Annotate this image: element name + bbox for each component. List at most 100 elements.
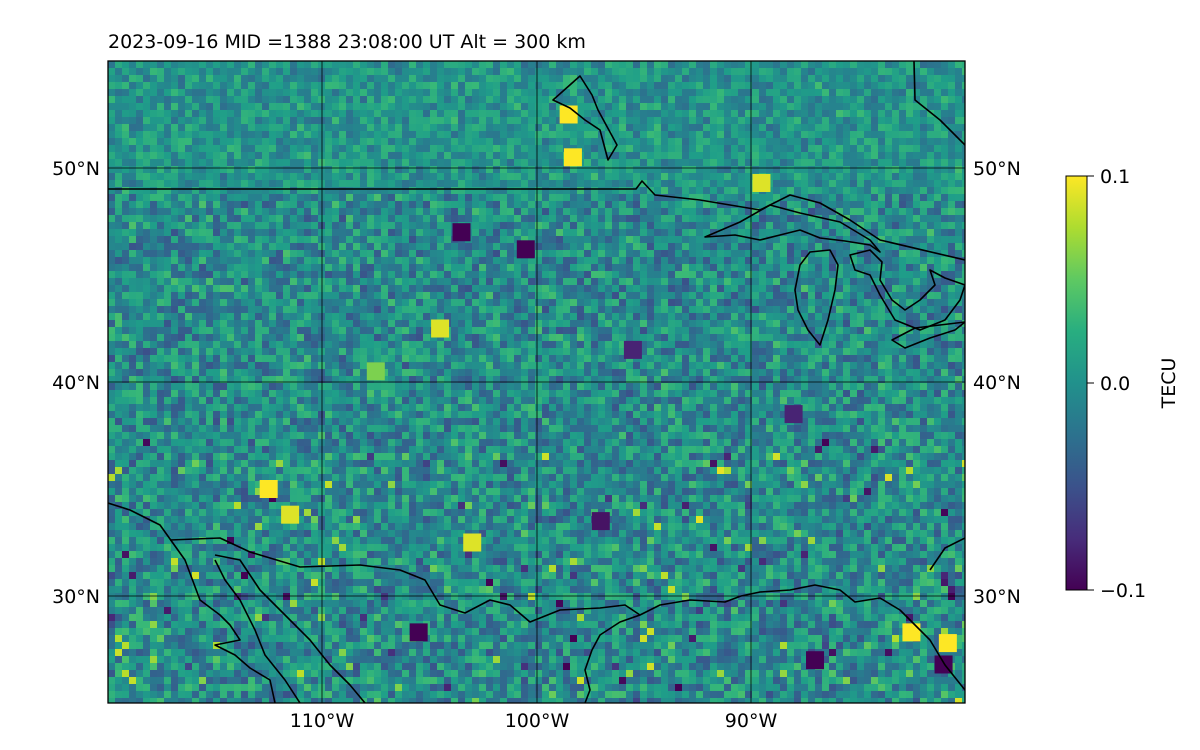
heatmap-cell <box>724 215 732 223</box>
heatmap-cell <box>836 250 844 258</box>
heatmap-cell <box>535 117 543 125</box>
heatmap-cell <box>577 166 585 174</box>
heatmap-cell <box>752 257 760 265</box>
heatmap-cell <box>668 313 676 321</box>
heatmap-cell <box>801 327 809 335</box>
heatmap-cell <box>892 292 900 300</box>
heatmap-cell <box>136 61 144 69</box>
heatmap-cell <box>178 327 186 335</box>
heatmap-cell <box>745 243 753 251</box>
heatmap-cell <box>885 334 893 342</box>
heatmap-cell <box>472 152 480 160</box>
heatmap-cell <box>395 89 403 97</box>
heatmap-cell <box>773 327 781 335</box>
heatmap-cell <box>409 138 417 146</box>
heatmap-cell <box>612 173 620 181</box>
heatmap-cell <box>304 166 312 174</box>
heatmap-cell <box>178 82 186 90</box>
heatmap-cell <box>108 222 116 230</box>
heatmap-cell <box>906 313 914 321</box>
heatmap-cell <box>409 117 417 125</box>
heatmap-cell <box>535 271 543 279</box>
heatmap-cell <box>220 103 228 111</box>
heatmap-cell <box>703 187 711 195</box>
heatmap-cell <box>381 299 389 307</box>
heatmap-cell <box>248 166 256 174</box>
heatmap-cell <box>451 278 459 286</box>
heatmap-cell <box>150 68 158 76</box>
heatmap-cell <box>416 236 424 244</box>
heatmap-cell <box>759 124 767 132</box>
heatmap-cell <box>325 257 333 265</box>
heatmap-cell <box>584 75 592 83</box>
heatmap-cell <box>640 243 648 251</box>
heatmap-cell <box>773 75 781 83</box>
heatmap-cell <box>815 159 823 167</box>
heatmap-cell <box>864 278 872 286</box>
heatmap-cell <box>794 124 802 132</box>
heatmap-cell <box>752 159 760 167</box>
heatmap-cell <box>171 306 179 314</box>
heatmap-cell <box>619 341 627 349</box>
heatmap-cell <box>402 341 410 349</box>
heatmap-cell <box>612 243 620 251</box>
heatmap-cell <box>689 201 697 209</box>
heatmap-cell <box>283 215 291 223</box>
heatmap-cell <box>255 110 263 118</box>
heatmap-cell <box>934 82 942 90</box>
heatmap-cell <box>353 278 361 286</box>
heatmap-cell <box>290 180 298 188</box>
heatmap-cell <box>108 117 116 125</box>
heatmap-cell <box>122 117 130 125</box>
heatmap-cell <box>542 117 550 125</box>
heatmap-cell <box>150 75 158 83</box>
heatmap-cell <box>633 152 641 160</box>
heatmap-cell <box>619 229 627 237</box>
heatmap-cell <box>843 208 851 216</box>
heatmap-cell <box>157 61 165 69</box>
heatmap-cell <box>675 187 683 195</box>
heatmap-cell <box>738 306 746 314</box>
heatmap-cell <box>402 110 410 118</box>
heatmap-cell <box>619 264 627 272</box>
heatmap-cell <box>787 320 795 328</box>
heatmap-cell <box>584 117 592 125</box>
heatmap-cell <box>871 215 879 223</box>
heatmap-cell <box>885 145 893 153</box>
heatmap-cell <box>787 89 795 97</box>
heatmap-cell <box>395 313 403 321</box>
heatmap-cell <box>703 68 711 76</box>
heatmap-cell <box>241 264 249 272</box>
heatmap-cell <box>388 187 396 195</box>
heatmap-cell <box>472 341 480 349</box>
heatmap-cell <box>304 124 312 132</box>
heatmap-cell <box>514 89 522 97</box>
heatmap-cell <box>752 201 760 209</box>
heatmap-cell <box>157 271 165 279</box>
heatmap-cell <box>633 313 641 321</box>
heatmap-cell <box>136 152 144 160</box>
heatmap-cell <box>801 89 809 97</box>
heatmap-cell <box>367 327 375 335</box>
heatmap-cell <box>836 61 844 69</box>
heatmap-cell <box>647 285 655 293</box>
heatmap-cell <box>780 236 788 244</box>
heatmap-cell <box>668 292 676 300</box>
heatmap-cell <box>178 264 186 272</box>
heatmap-cell <box>542 173 550 181</box>
heatmap-cell <box>423 124 431 132</box>
heatmap-cell <box>486 117 494 125</box>
heatmap-cell <box>556 159 564 167</box>
heatmap-cell <box>647 278 655 286</box>
heatmap-cell <box>416 187 424 195</box>
heatmap-cell <box>899 229 907 237</box>
heatmap-cell <box>199 96 207 104</box>
heatmap-cell <box>346 243 354 251</box>
heatmap-cell <box>591 299 599 307</box>
heatmap-cell <box>892 124 900 132</box>
heatmap-cell <box>654 257 662 265</box>
heatmap-cell <box>689 292 697 300</box>
heatmap-cell <box>801 131 809 139</box>
heatmap-cell <box>150 250 158 258</box>
heatmap-cell <box>157 306 165 314</box>
